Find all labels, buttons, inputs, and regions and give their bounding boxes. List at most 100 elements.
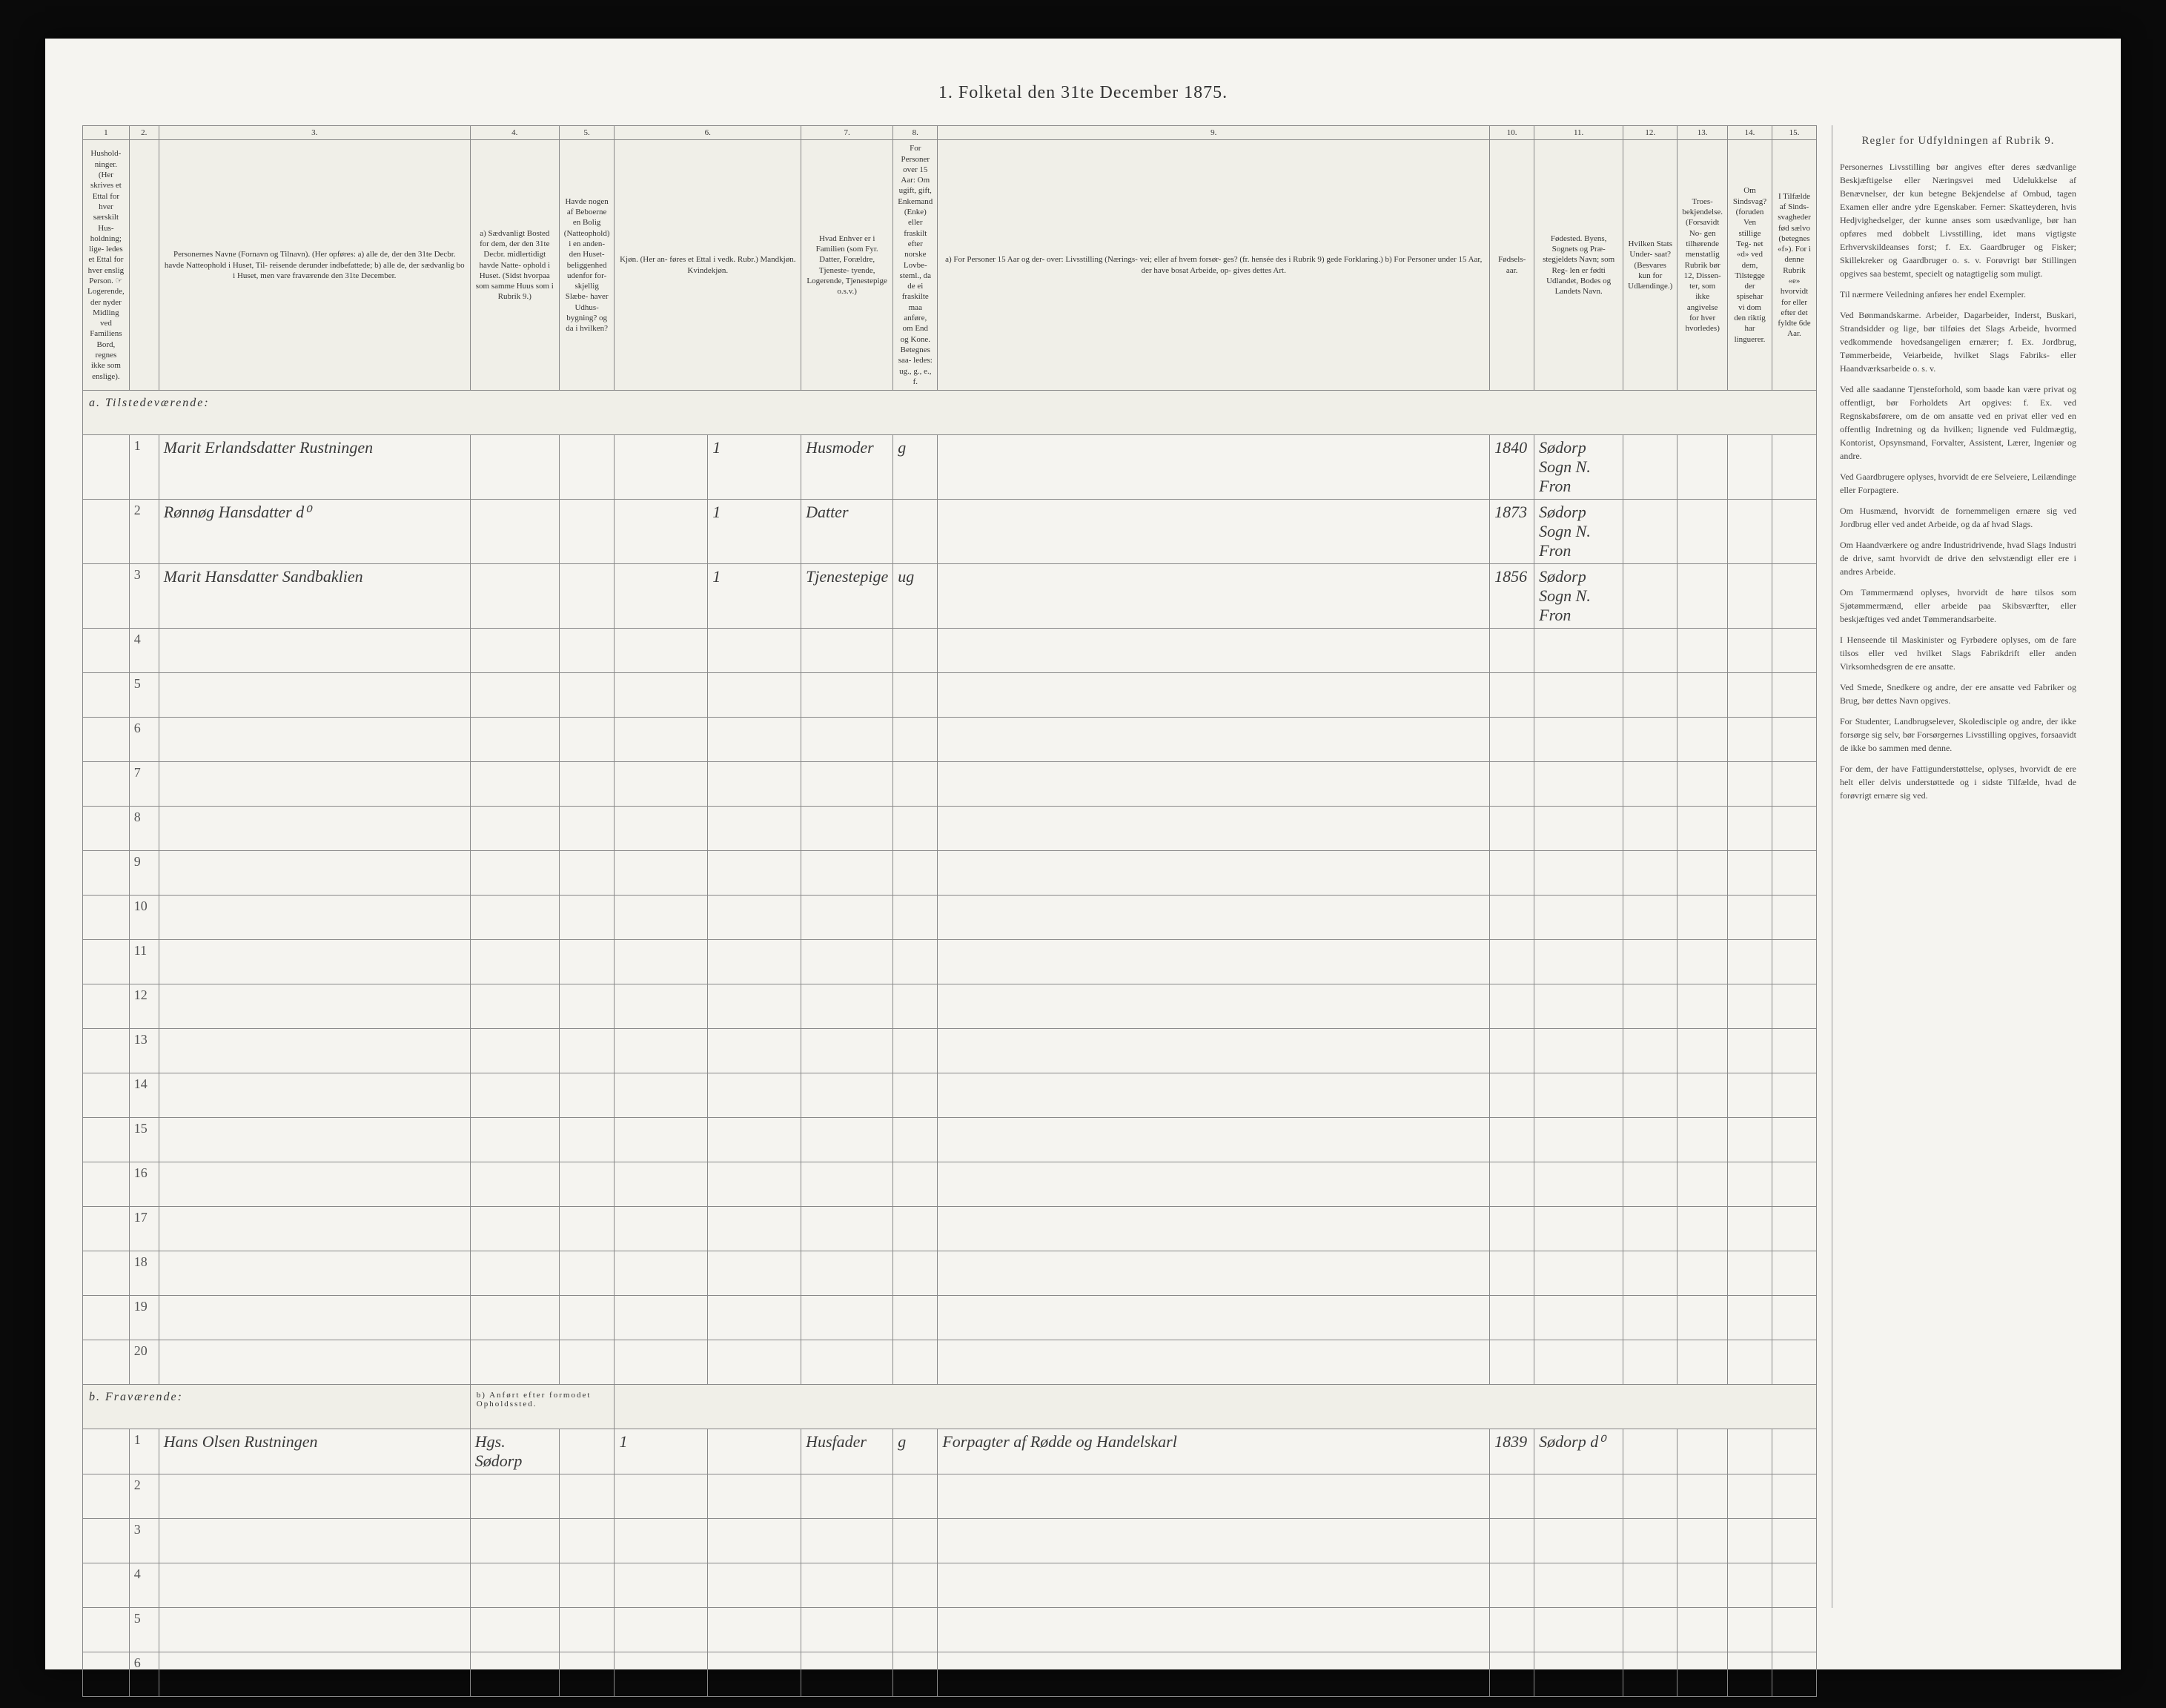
cell: 4 (129, 629, 159, 673)
cell: 14 (129, 1073, 159, 1118)
cell (559, 1474, 615, 1519)
table-row: 12 (83, 984, 1817, 1029)
cell: 1839 (1490, 1429, 1534, 1474)
cell (938, 1563, 1490, 1608)
cell: Husmoder (801, 435, 893, 500)
cell (559, 1162, 615, 1207)
cell (470, 1608, 559, 1652)
cell (1623, 1207, 1678, 1251)
cell (159, 851, 470, 896)
cell (1623, 851, 1678, 896)
cell (708, 1340, 801, 1385)
table-row: 6 (83, 1652, 1817, 1697)
cell (1534, 896, 1623, 940)
cell: 1840 (1490, 435, 1534, 500)
cell (938, 1608, 1490, 1652)
document-page: 1. Folketal den 31te December 1875. 1 2.… (45, 39, 2121, 1669)
cell (1772, 673, 1817, 718)
cell (559, 1519, 615, 1563)
cell (938, 1652, 1490, 1697)
cell (1623, 1652, 1678, 1697)
cell (615, 1296, 708, 1340)
cell: Tjenestepige (801, 564, 893, 629)
cell (1728, 435, 1772, 500)
table-row: 11 (83, 940, 1817, 984)
colnum-10: 10. (1490, 126, 1534, 140)
cell (470, 564, 559, 629)
table-row: 17 (83, 1207, 1817, 1251)
cell (708, 1207, 801, 1251)
table-row: 20 (83, 1340, 1817, 1385)
cell (893, 807, 938, 851)
colnum-9: 9. (938, 126, 1490, 140)
cell (1728, 984, 1772, 1029)
cell (159, 1340, 470, 1385)
cell (470, 1118, 559, 1162)
cell (159, 1207, 470, 1251)
cell (1728, 1429, 1772, 1474)
cell (1623, 1429, 1678, 1474)
cell (1772, 1519, 1817, 1563)
cell (1772, 1251, 1817, 1296)
cell (1623, 807, 1678, 851)
cell (1772, 1563, 1817, 1608)
sidebar-paragraph: Ved alle saadanne Tjensteforhold, som ba… (1840, 383, 2076, 463)
cell (893, 1652, 938, 1697)
cell (470, 807, 559, 851)
cell: 5 (129, 1608, 159, 1652)
table-row: 7 (83, 762, 1817, 807)
cell (1728, 940, 1772, 984)
cell: Sødorp Sogn N. Fron (1534, 500, 1623, 564)
header-c5: Havde nogen af Beboerne en Bolig (Natteo… (559, 140, 615, 391)
cell (938, 718, 1490, 762)
cell: 1 (708, 564, 801, 629)
colnum-1: 1 (83, 126, 130, 140)
cell: Marit Hansdatter Sandbaklien (159, 564, 470, 629)
cell (1623, 896, 1678, 940)
cell (1623, 1162, 1678, 1207)
cell (159, 1162, 470, 1207)
cell (938, 1519, 1490, 1563)
cell (159, 1474, 470, 1519)
cell (801, 1563, 893, 1608)
cell (1678, 762, 1728, 807)
cell (159, 762, 470, 807)
cell (1623, 940, 1678, 984)
cell: Datter (801, 500, 893, 564)
cell (1728, 1519, 1772, 1563)
cell (1623, 1340, 1678, 1385)
cell (559, 896, 615, 940)
cell: 7 (129, 762, 159, 807)
cell: 4 (129, 1563, 159, 1608)
cell (893, 1073, 938, 1118)
cell (470, 1029, 559, 1073)
cell: g (893, 1429, 938, 1474)
cell (1772, 984, 1817, 1029)
cell (615, 1207, 708, 1251)
cell (83, 673, 130, 718)
cell (1623, 1073, 1678, 1118)
cell (708, 1162, 801, 1207)
cell: 1 (708, 435, 801, 500)
cell (470, 1162, 559, 1207)
cell (559, 1652, 615, 1697)
cell (1772, 1652, 1817, 1697)
table-row: 14 (83, 1073, 1817, 1118)
cell (1490, 673, 1534, 718)
table-row: 3Marit Hansdatter Sandbaklien1Tjenestepi… (83, 564, 1817, 629)
cell: Sødorp Sogn N. Fron (1534, 435, 1623, 500)
sidebar-paragraph: Til nærmere Veiledning anføres her endel… (1840, 288, 2076, 301)
cell (1728, 762, 1772, 807)
cell (83, 940, 130, 984)
cell (83, 1429, 130, 1474)
cell (708, 1519, 801, 1563)
cell (470, 1652, 559, 1697)
cell (1623, 1118, 1678, 1162)
cell (1678, 896, 1728, 940)
header-c2 (129, 140, 159, 391)
header-c15: I Tilfælde af Sinds- svagheder fød sælvo… (1772, 140, 1817, 391)
cell (470, 896, 559, 940)
cell (1728, 673, 1772, 718)
cell (708, 762, 801, 807)
cell: Sødorp d⁰ (1534, 1429, 1623, 1474)
